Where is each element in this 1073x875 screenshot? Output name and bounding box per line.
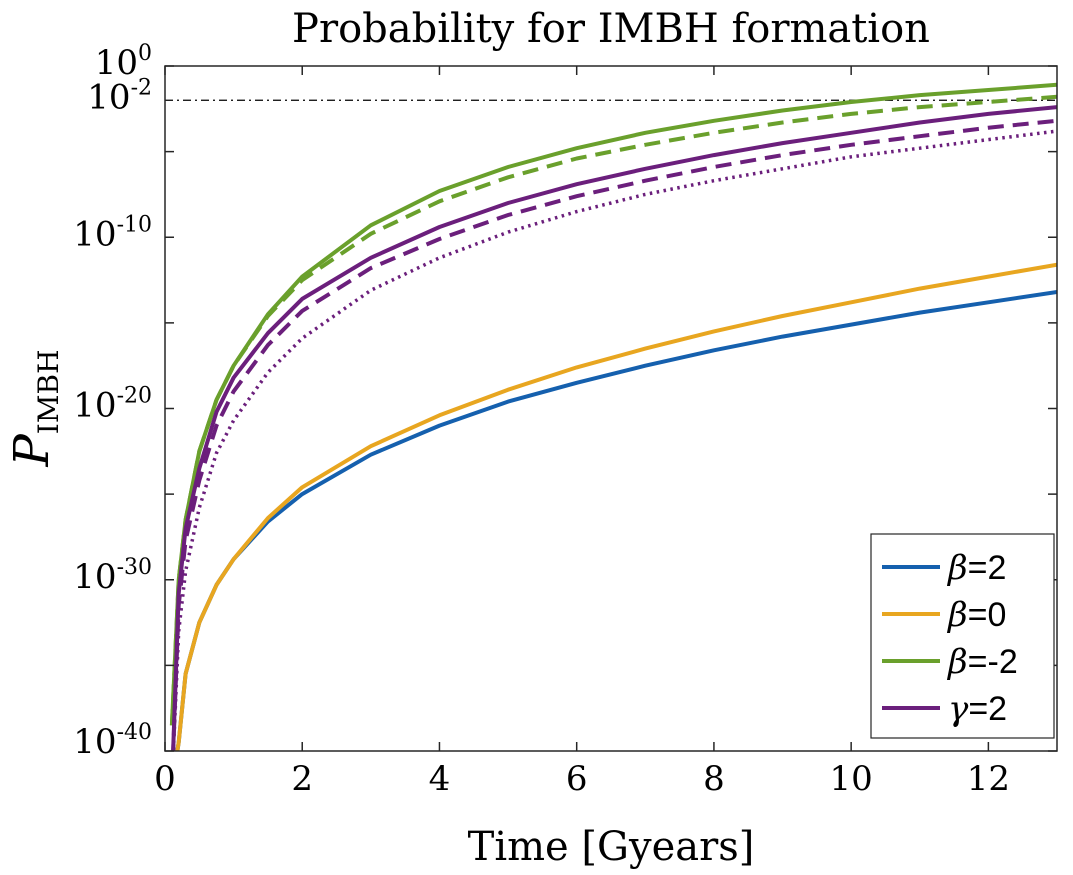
y-tick-label-base: 10 — [95, 43, 138, 83]
legend-symbol: β — [946, 642, 968, 682]
x-tick-label: 12 — [967, 759, 1010, 799]
x-tick-label: 4 — [429, 759, 451, 799]
x-tick-label: 10 — [830, 759, 873, 799]
y-tick-label: 10-30 — [73, 555, 152, 597]
y-tick-label-exponent: -30 — [117, 555, 152, 580]
y-tick-label-exponent: -40 — [117, 720, 152, 745]
legend-label-0: β=2 — [946, 548, 1006, 588]
y-tick-label-base: 10 — [73, 722, 116, 762]
x-axis-label: Time [Gyears] — [468, 824, 755, 870]
x-tick-label: 0 — [154, 759, 176, 799]
legend-value: =-2 — [968, 643, 1018, 681]
y-tick-label-base: 10 — [73, 386, 116, 426]
x-tick-label: 2 — [291, 759, 313, 799]
legend-value: =2 — [968, 690, 1007, 728]
legend-label-1: β=0 — [946, 595, 1006, 635]
y-tick-label: 10-40 — [73, 720, 152, 762]
y-axis-label-base: P — [4, 434, 60, 468]
legend-label-3: γ=2 — [948, 689, 1007, 729]
legend-symbol: β — [946, 595, 968, 635]
legend: β=2β=0β=-2γ=2 — [871, 534, 1054, 738]
y-axis-label: PIMBH — [4, 349, 65, 467]
x-tick-label: 6 — [566, 759, 588, 799]
legend-symbol: β — [946, 548, 968, 588]
legend-value: =0 — [968, 596, 1007, 634]
x-tick-label: 8 — [703, 759, 725, 799]
legend-label-2: β=-2 — [946, 642, 1018, 682]
y-tick-label: 10-10 — [73, 212, 152, 254]
legend-value: =2 — [968, 549, 1007, 587]
y-tick-label-base: 10 — [87, 77, 130, 117]
y-tick-label-exponent: -10 — [117, 212, 152, 237]
y-tick-label-base: 10 — [73, 214, 116, 254]
y-axis-label-subscript: IMBH — [32, 349, 65, 434]
legend-symbol: γ — [948, 689, 969, 729]
y-tick-label: 10-20 — [73, 384, 152, 426]
y-tick-label-exponent: 0 — [138, 41, 152, 66]
chart-title: Probability for IMBH formation — [292, 6, 930, 52]
y-tick-label-exponent: -20 — [117, 384, 152, 409]
y-tick-label-base: 10 — [73, 557, 116, 597]
